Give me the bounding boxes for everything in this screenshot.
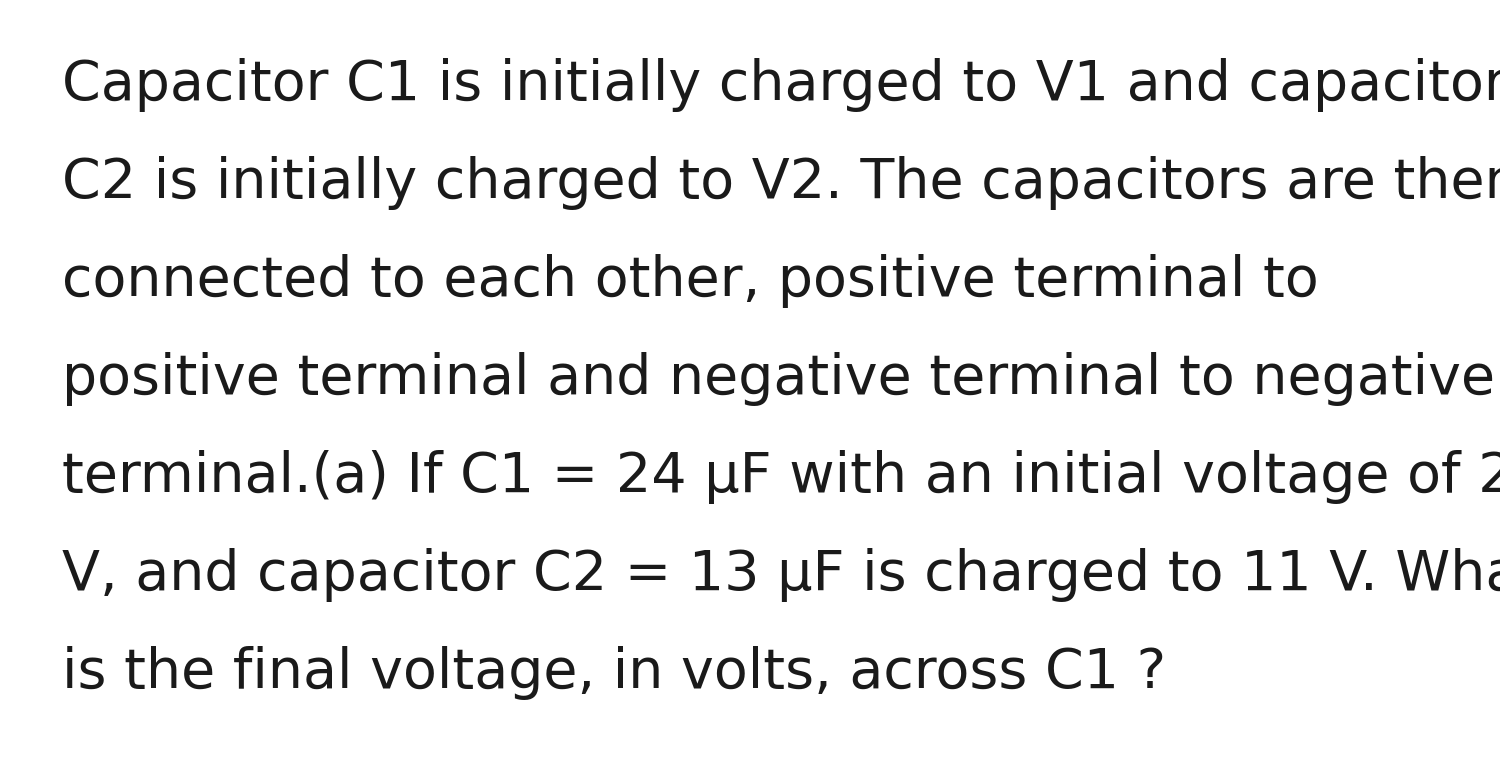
- Text: connected to each other, positive terminal to: connected to each other, positive termin…: [62, 254, 1318, 308]
- Text: Capacitor C1 is initially charged to V1 and capacitor: Capacitor C1 is initially charged to V1 …: [62, 58, 1500, 112]
- Text: positive terminal and negative terminal to negative: positive terminal and negative terminal …: [62, 352, 1496, 406]
- Text: terminal.(a) If C1 = 24 μF with an initial voltage of 25: terminal.(a) If C1 = 24 μF with an initi…: [62, 450, 1500, 504]
- Text: C2 is initially charged to V2. The capacitors are then: C2 is initially charged to V2. The capac…: [62, 156, 1500, 210]
- Text: is the final voltage, in volts, across C1 ?: is the final voltage, in volts, across C…: [62, 646, 1166, 700]
- Text: V, and capacitor C2 = 13 μF is charged to 11 V. What: V, and capacitor C2 = 13 μF is charged t…: [62, 548, 1500, 602]
